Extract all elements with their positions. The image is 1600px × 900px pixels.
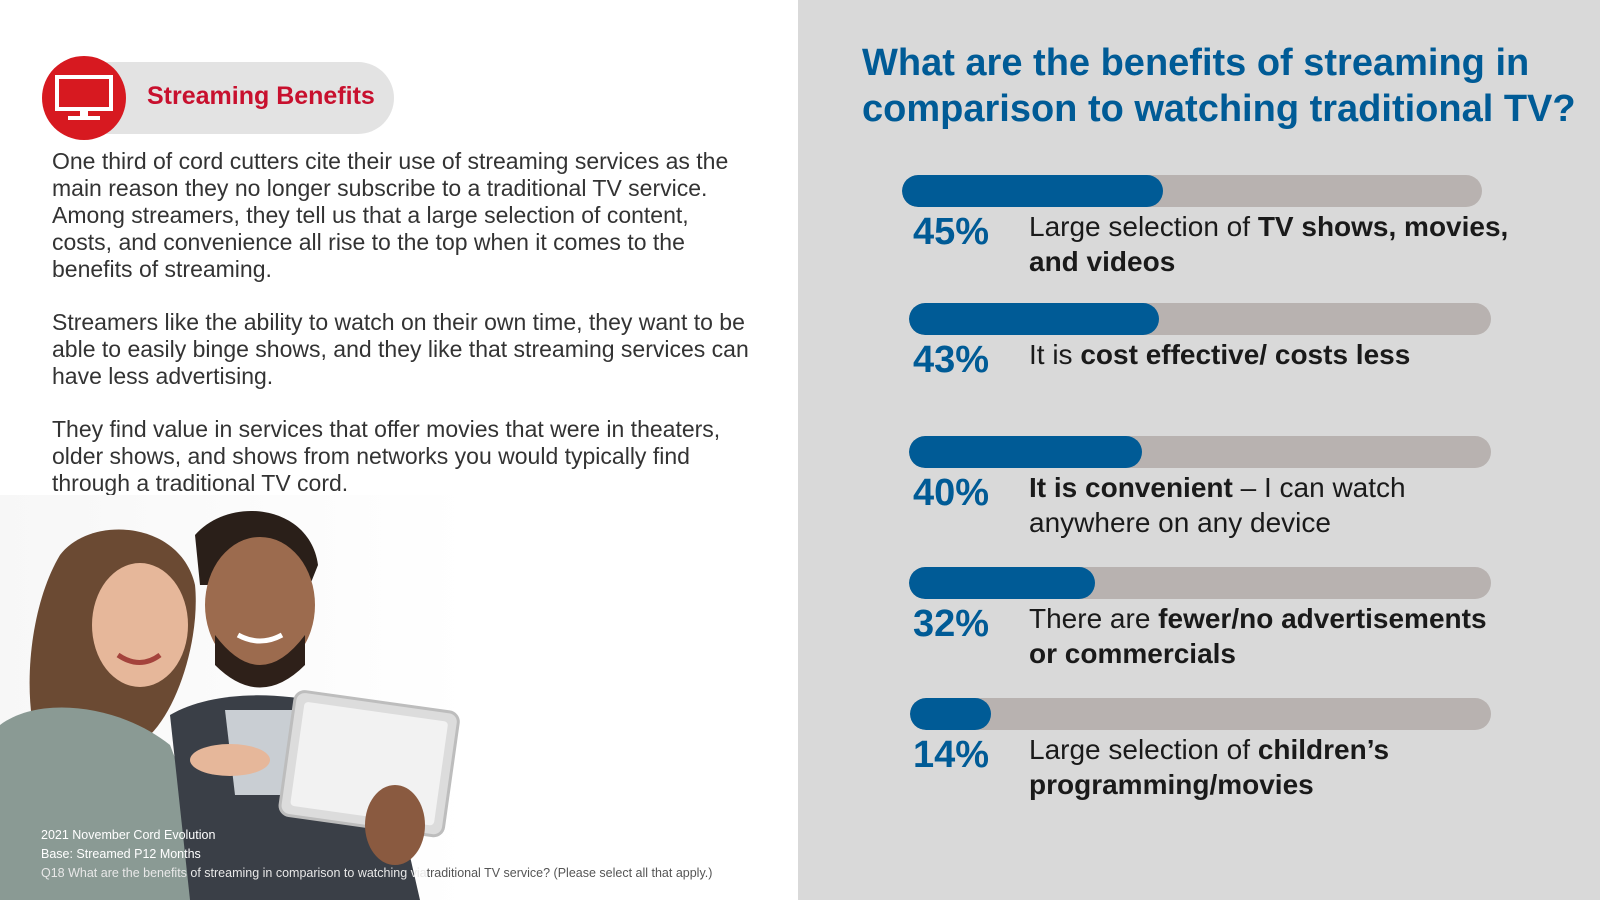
body-paragraph-2: Streamers like the ability to watch on t… [52, 309, 749, 389]
badge-circle [42, 56, 126, 140]
bar-fill-3 [909, 436, 1142, 468]
badge-title: Streaming Benefits [147, 82, 375, 110]
bar-category-label-2: It is cost effective/ costs less [1029, 339, 1411, 370]
bar-category-label-1: Large selection of TV shows, movies, and… [1029, 211, 1509, 277]
body-copy: One third of cord cutters cite their use… [52, 148, 752, 523]
section-badge: Streaming Benefits [42, 56, 394, 140]
bar-category-label-3: It is convenient – I can watch anywhere … [1029, 472, 1406, 538]
couple-photo [0, 495, 470, 900]
bar-track-1 [902, 175, 1482, 207]
bar-track-5 [910, 698, 1491, 730]
footnotes: 2021 November Cord Evolution Base: Strea… [41, 826, 781, 883]
bar-value-label-5: 14% [913, 734, 990, 776]
bar-track-4 [909, 567, 1491, 599]
bar-track-2 [909, 303, 1491, 335]
bar-value-label-4: 32% [913, 603, 990, 645]
bar-value-label-3: 40% [913, 472, 990, 514]
footnote-question: Q18 What are the benefits of streaming i… [41, 864, 781, 883]
body-paragraph-1: One third of cord cutters cite their use… [52, 148, 729, 282]
bar-category-label-5: Large selection of children’s programmin… [1029, 734, 1390, 800]
body-paragraph-3: They find value in services that offer m… [52, 416, 721, 496]
bar-fill-2 [909, 303, 1159, 335]
chart-title: What are the benefits of streaming in co… [862, 42, 1576, 130]
bar-value-label-2: 43% [913, 339, 990, 381]
footnote-base: Base: Streamed P12 Months [41, 847, 201, 861]
bar-value-label-1: 45% [913, 211, 990, 253]
bar-fill-5 [910, 698, 991, 730]
footnote-source: 2021 November Cord Evolution [41, 828, 216, 842]
bar-track-3 [909, 436, 1491, 468]
bar-category-label-4: There are fewer/no advertisements or com… [1029, 603, 1487, 669]
footnote-question-part2: traditional TV service? (Please select a… [426, 866, 713, 880]
bar-fill-4 [909, 567, 1095, 599]
bar-fill-1 [902, 175, 1163, 207]
footnote-question-part1: Q18 What are the benefits of streaming i… [41, 866, 427, 880]
tv-icon [55, 75, 113, 120]
